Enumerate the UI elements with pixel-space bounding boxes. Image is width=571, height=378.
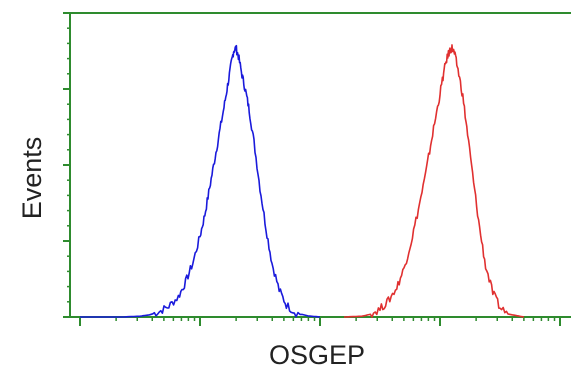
y-major-ticks	[63, 12, 70, 318]
x-minor-ticks	[115, 317, 556, 321]
plot-frame	[69, 12, 571, 318]
y-minor-ticks	[67, 27, 70, 303]
histogram-series-red	[343, 44, 525, 318]
series-group	[80, 44, 525, 318]
x-axis-label: OSGEP	[269, 340, 365, 370]
y-axis-label: Events	[17, 137, 47, 220]
histogram-series-blue	[80, 44, 321, 318]
x-major-ticks	[79, 317, 561, 326]
